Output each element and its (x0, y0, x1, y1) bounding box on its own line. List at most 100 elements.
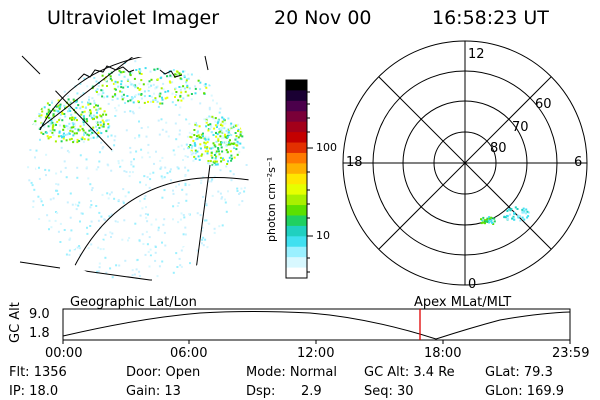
emission-pixel (131, 97, 134, 100)
emission-pixel (177, 167, 180, 170)
emission-pixel (56, 120, 59, 123)
emission-pixel (142, 83, 145, 86)
emission-pixel (144, 238, 147, 241)
emission-pixel (191, 145, 194, 147)
emission-pixel (44, 168, 47, 171)
emission-pixel (78, 140, 81, 142)
emission-pixel (102, 125, 105, 128)
emission-pixel (218, 111, 221, 114)
emission-pixel (54, 122, 57, 125)
orbit-right-title: Apex MLat/MLT (414, 295, 512, 310)
emission-pixel (44, 116, 47, 119)
emission-pixel (186, 129, 189, 132)
emission-pixel (38, 166, 40, 169)
emission-pixel (208, 162, 211, 165)
emission-pixel (167, 90, 170, 93)
emission-pixel (179, 77, 182, 80)
emission-pixel (135, 150, 138, 153)
emission-pixel (148, 265, 151, 268)
emission-pixel (80, 194, 83, 197)
emission-pixel (118, 264, 121, 267)
emission-pixel (174, 122, 177, 125)
emission-pixel (61, 206, 64, 209)
emission-pixel (71, 122, 74, 124)
emission-pixel (483, 219, 486, 222)
emission-pixel (60, 135, 63, 138)
emission-pixel (120, 239, 123, 242)
emission-pixel (188, 183, 191, 186)
emission-pixel (226, 163, 229, 165)
emission-pixel (47, 108, 50, 111)
emission-pixel (117, 187, 119, 189)
emission-pixel (98, 211, 101, 214)
emission-pixel (48, 115, 51, 118)
emission-pixel (98, 126, 101, 129)
emission-pixel (80, 212, 83, 215)
emission-pixel (61, 135, 64, 138)
emission-pixel (136, 87, 139, 90)
emission-pixel (73, 122, 76, 125)
emission-pixel (107, 102, 110, 105)
emission-pixel (238, 193, 240, 195)
emission-pixel (73, 139, 75, 142)
emission-pixel (223, 122, 225, 125)
emission-pixel (58, 130, 61, 133)
emission-pixel (62, 124, 65, 127)
emission-pixel (62, 128, 65, 131)
emission-pixel (68, 132, 71, 135)
emission-pixel (50, 119, 53, 122)
emission-pixel (226, 151, 229, 154)
emission-pixel (224, 122, 227, 125)
emission-pixel (211, 239, 214, 242)
emission-pixel (206, 146, 209, 149)
emission-pixel (175, 94, 177, 96)
emission-pixel (194, 87, 197, 90)
emission-pixel (523, 218, 526, 221)
emission-pixel (140, 93, 143, 95)
emission-pixel (202, 236, 205, 239)
emission-pixel (227, 131, 230, 134)
emission-pixel (197, 155, 200, 158)
emission-pixel (82, 92, 85, 95)
emission-pixel (208, 106, 211, 109)
emission-pixel (100, 115, 103, 118)
emission-pixel (219, 156, 222, 159)
emission-pixel (93, 76, 96, 79)
emission-pixel (80, 137, 83, 140)
emission-pixel (131, 116, 134, 119)
emission-pixel (48, 110, 51, 113)
emission-pixel (493, 217, 496, 220)
emission-pixel (215, 102, 218, 105)
emission-pixel (144, 253, 147, 256)
emission-pixel (179, 218, 182, 221)
emission-pixel (56, 105, 59, 108)
emission-pixel (66, 201, 69, 204)
emission-pixel (109, 193, 111, 196)
emission-pixel (151, 110, 154, 113)
emission-pixel (138, 106, 141, 109)
emission-pixel (213, 160, 216, 163)
emission-pixel (98, 130, 101, 133)
emission-pixel (148, 95, 151, 97)
emission-pixel (48, 104, 51, 106)
emission-pixel (235, 209, 238, 212)
emission-pixel (95, 108, 98, 111)
emission-pixel (221, 157, 224, 160)
orbit-x-ticks (62, 340, 571, 344)
emission-pixel (183, 74, 186, 77)
emission-pixel (235, 148, 238, 151)
emission-pixel (193, 202, 196, 205)
emission-pixel (233, 125, 236, 128)
emission-pixel (51, 101, 53, 104)
emission-pixel (486, 217, 489, 220)
emission-pixel (196, 249, 199, 252)
emission-pixel (32, 206, 35, 208)
emission-pixel (234, 138, 237, 141)
emission-pixel (218, 153, 221, 156)
emission-pixel (45, 131, 48, 134)
emission-pixel (48, 169, 51, 172)
emission-pixel (207, 160, 210, 162)
emission-pixel (171, 81, 174, 84)
emission-pixel (186, 78, 189, 80)
emission-pixel (243, 190, 246, 193)
